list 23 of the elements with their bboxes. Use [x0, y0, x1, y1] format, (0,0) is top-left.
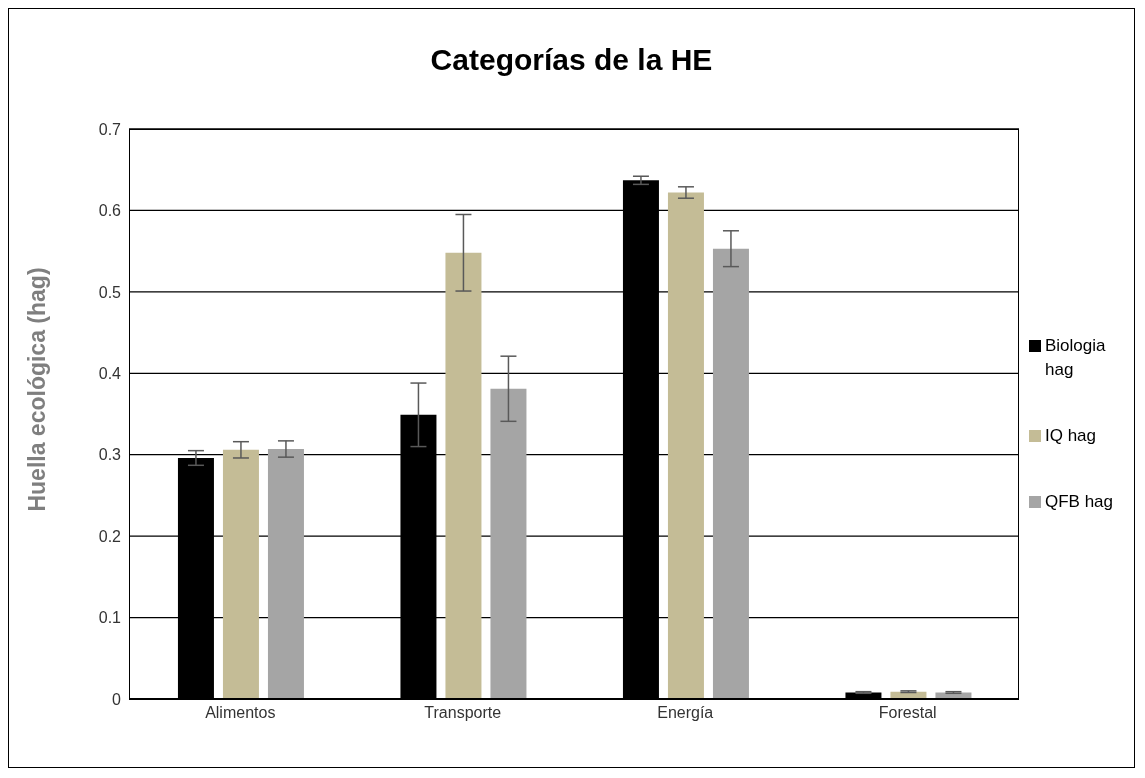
bar: [667, 192, 704, 699]
x-tick-label: Alimentos: [205, 704, 276, 722]
y-tick-label: 0.7: [98, 120, 122, 138]
y-tick-label: 0.6: [98, 202, 122, 220]
x-tick-label: Transporte: [424, 704, 502, 722]
y-tick-label: 0: [112, 690, 122, 708]
y-tick-label: 0.1: [98, 609, 122, 627]
legend-label: Biologia hag: [1045, 335, 1107, 381]
bar: [712, 248, 749, 699]
y-tick-label: 0.2: [98, 527, 122, 545]
y-tick-label: 0.4: [98, 364, 122, 382]
y-tick-label: 0.3: [98, 446, 122, 464]
bar: [445, 252, 482, 699]
legend-label: IQ hag: [1045, 425, 1097, 447]
chart-title: Categorías de la HE: [429, 43, 714, 78]
y-tick-label: 0.5: [98, 283, 122, 301]
legend-label: QFB hag: [1045, 491, 1114, 513]
bar: [222, 449, 259, 699]
y-axis-title: Huella ecológica (hag): [23, 266, 51, 512]
x-tick-label: Forestal: [878, 704, 937, 722]
bar: [490, 388, 527, 699]
bar: [267, 449, 304, 699]
x-tick-label: Energía: [657, 704, 714, 722]
